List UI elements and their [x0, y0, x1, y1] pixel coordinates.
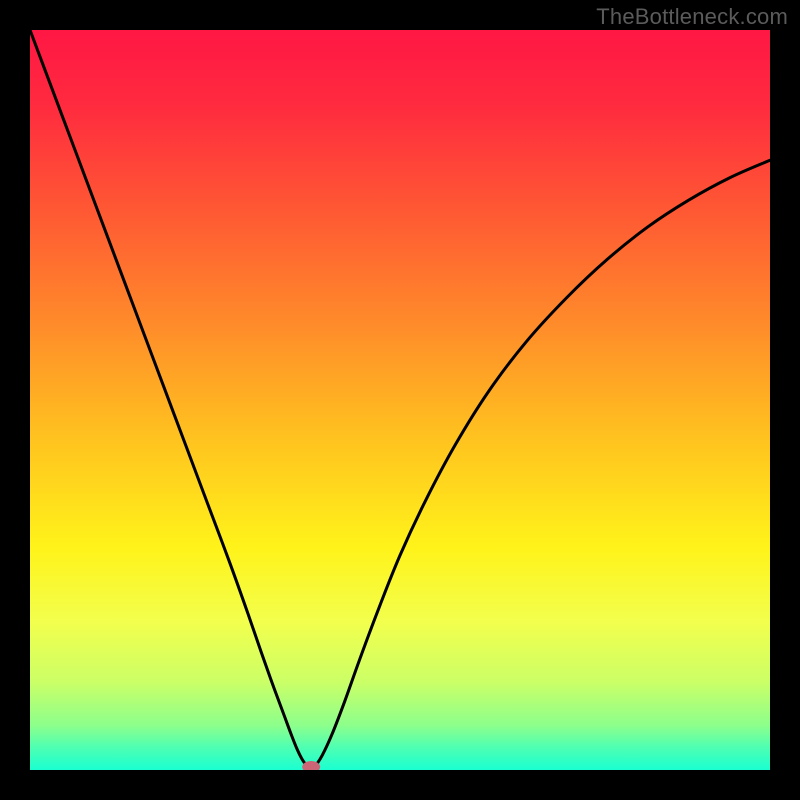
- plot-area: [30, 30, 770, 770]
- chart-frame: TheBottleneck.com: [0, 0, 800, 800]
- watermark-text: TheBottleneck.com: [596, 4, 788, 30]
- bottleneck-curve-chart: [30, 30, 770, 770]
- chart-background: [30, 30, 770, 770]
